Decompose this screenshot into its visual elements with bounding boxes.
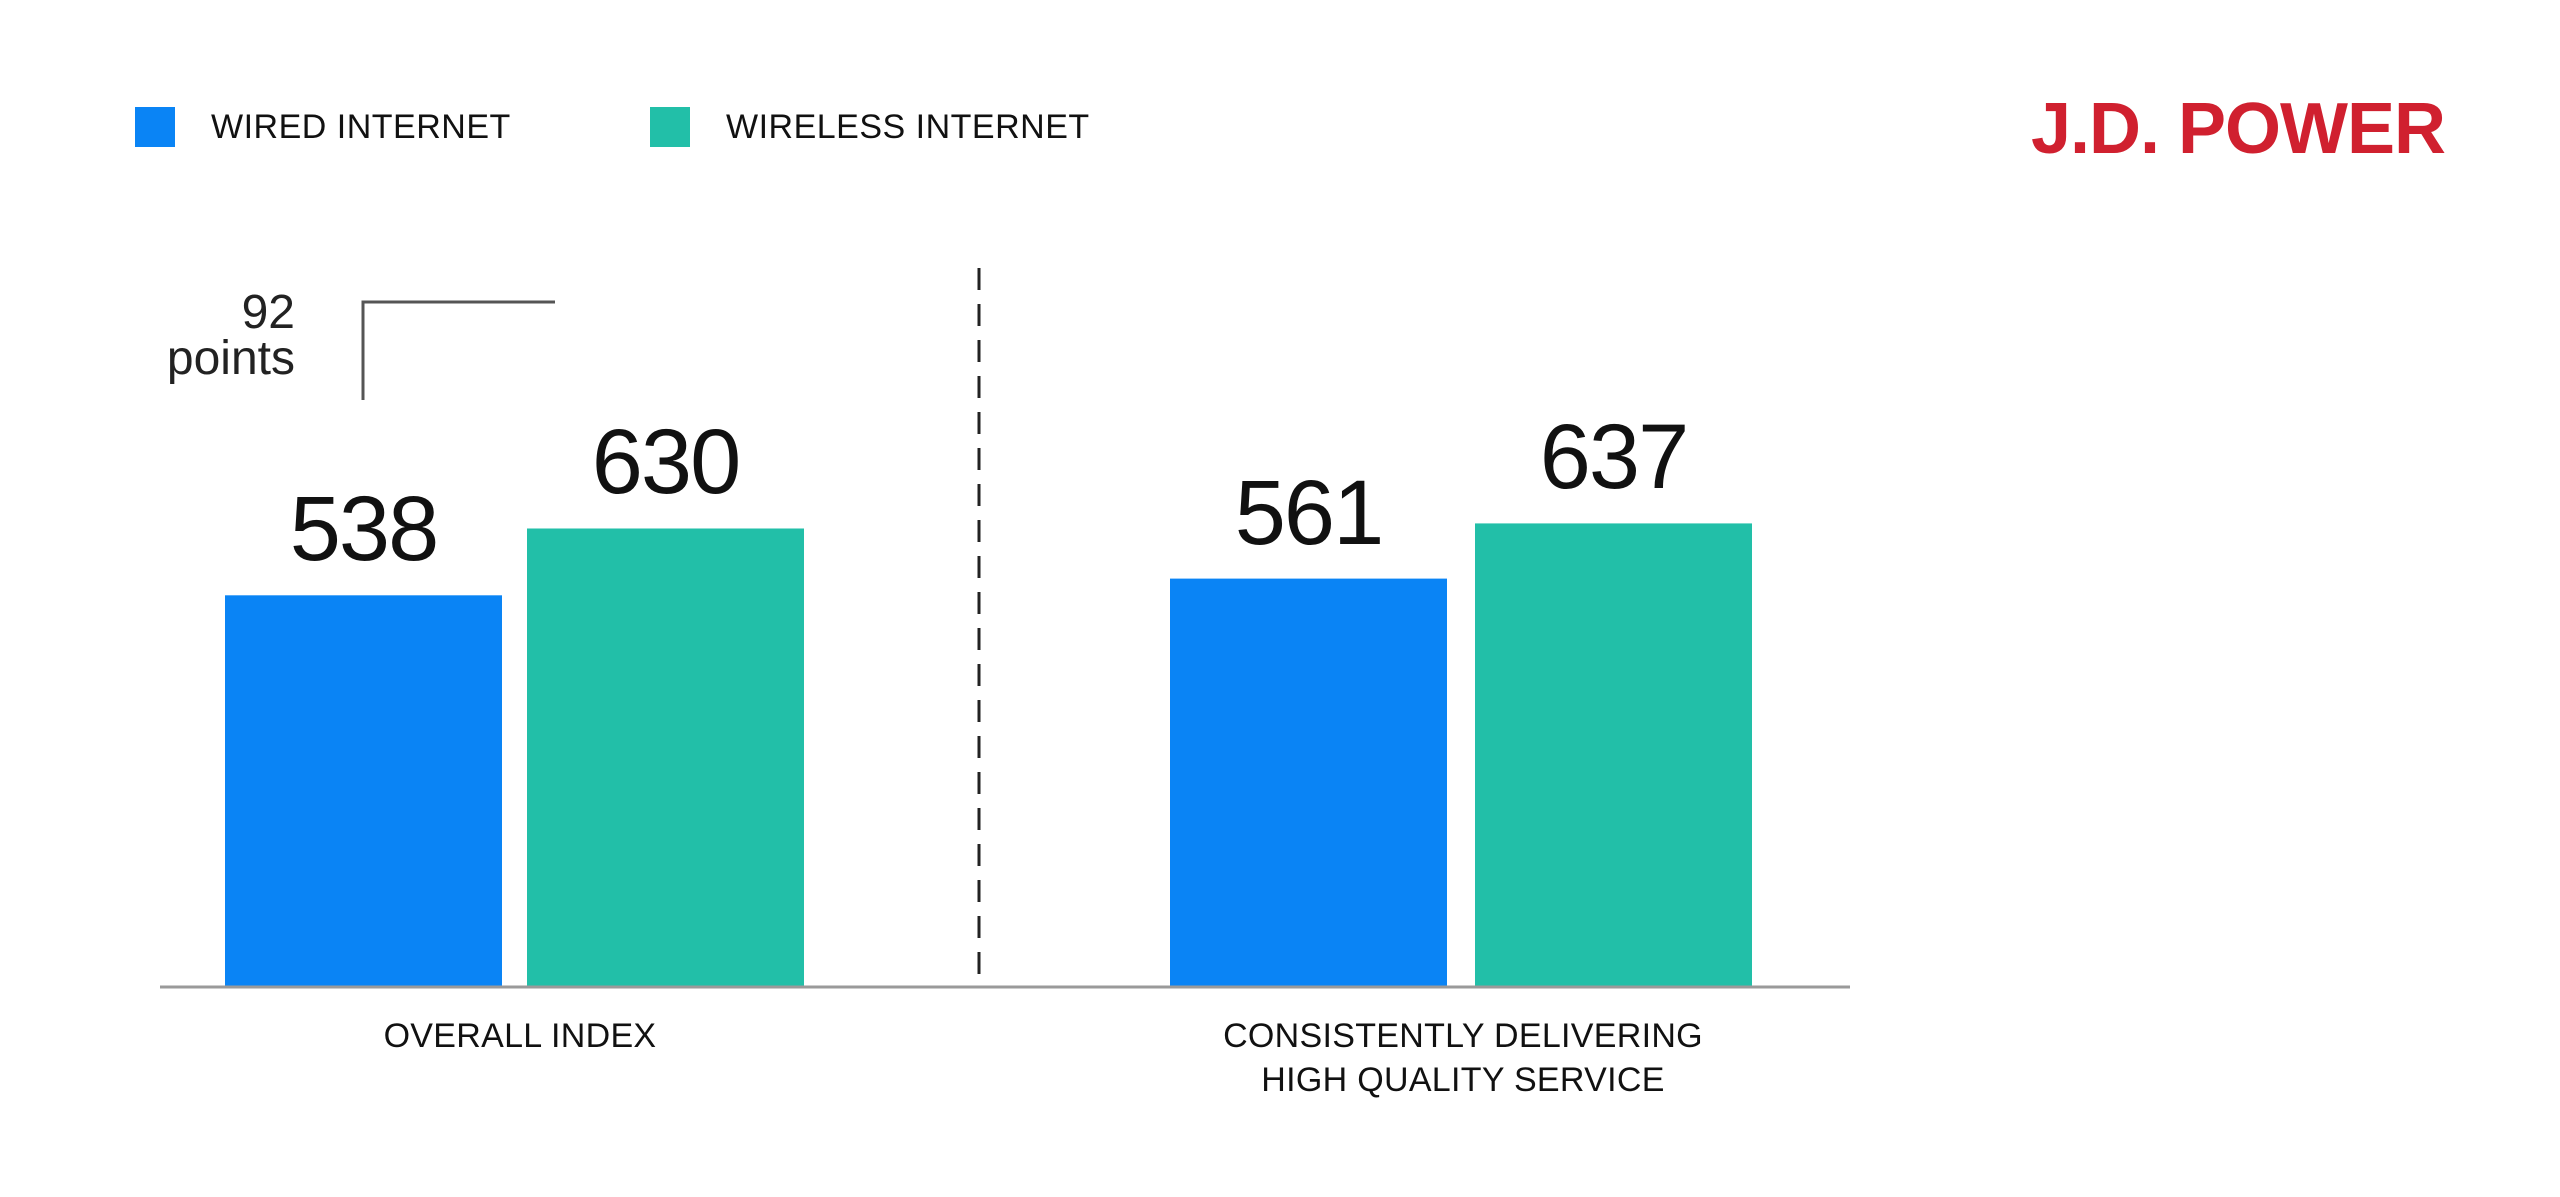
annotation-connector [361,300,555,400]
value-label-wired-cat1: 561 [1234,461,1384,564]
legend-swatch-wired [135,107,175,147]
value-label-wired-cat0: 538 [289,478,439,581]
value-label-wireless-cat1: 637 [1539,406,1689,509]
category-label-line-1-0: CONSISTENTLY DELIVERING [1223,1017,1703,1055]
category-label-1: CONSISTENTLY DELIVERING HIGH QUALITY SERV… [1113,1014,1813,1102]
annotation-label: 92 points [140,286,295,385]
category-label-line-0-0: OVERALL INDEX [383,1017,657,1055]
legend-label-wireless: WIRELESS INTERNET [726,107,1090,146]
legend-item-wireless: WIRELESS INTERNET [650,107,1090,147]
bar-wired-cat1 [1170,578,1447,986]
category-label-0: OVERALL INDEX [170,1014,870,1058]
category-label-line-1-1: HIGH QUALITY SERVICE [1261,1061,1665,1099]
bars-group [225,523,1752,986]
annotation-value: 92 [241,286,295,339]
legend-swatch-wireless [650,107,690,147]
value-label-wireless-cat0: 630 [591,411,741,514]
legend-item-wired: WIRED INTERNET [135,107,511,147]
bar-wireless-cat1 [1475,523,1752,986]
legend-label-wired: WIRED INTERNET [211,107,511,146]
annotation-unit: points [166,332,295,385]
jd-power-logo: J.D. POWER [2030,89,2446,169]
bar-wired-cat0 [225,595,502,986]
bar-wireless-cat0 [527,528,804,986]
